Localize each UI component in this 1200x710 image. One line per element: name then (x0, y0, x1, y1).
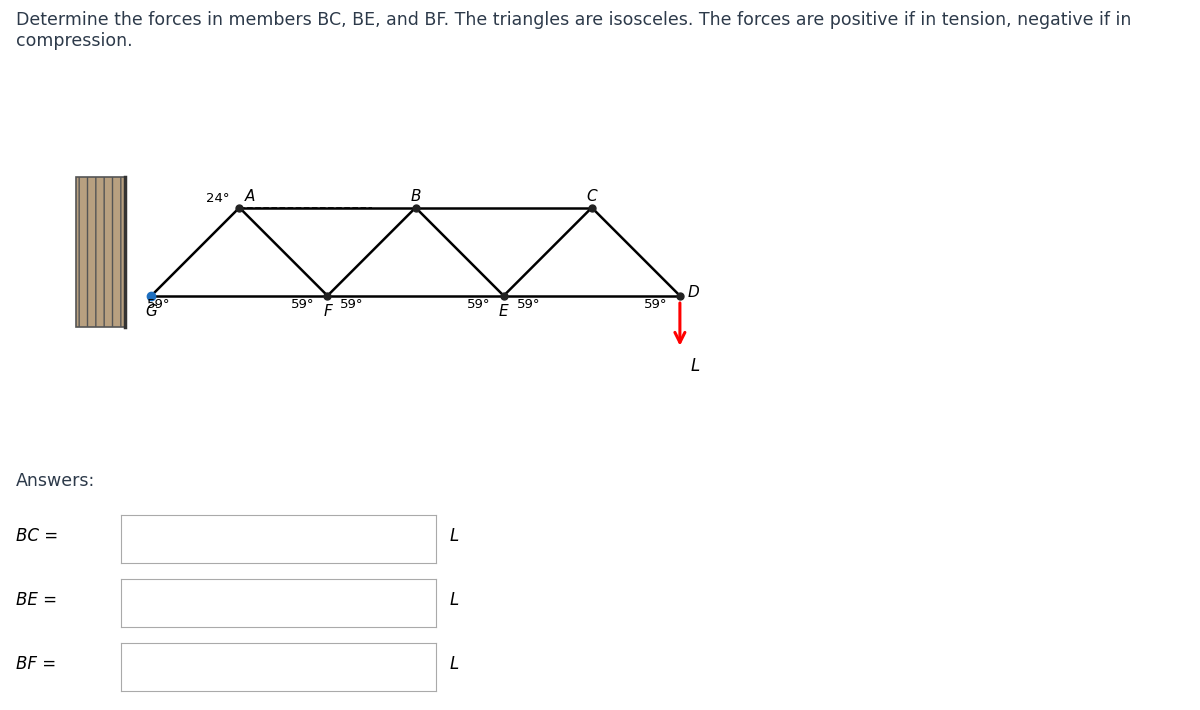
Text: 59°: 59° (146, 298, 170, 311)
Text: i: i (98, 531, 104, 547)
Text: L: L (450, 655, 460, 673)
Text: 59°: 59° (341, 298, 364, 311)
Text: L: L (450, 528, 460, 545)
Text: A: A (245, 189, 256, 204)
Text: i: i (98, 659, 104, 674)
Text: 59°: 59° (292, 298, 314, 311)
Text: 59°: 59° (517, 298, 540, 311)
Text: 24°: 24° (205, 192, 229, 205)
Text: E: E (499, 304, 509, 319)
Text: 59°: 59° (467, 298, 491, 311)
Bar (77, 177, 125, 327)
Text: Answers:: Answers: (16, 472, 95, 490)
Text: F: F (323, 304, 332, 319)
Text: BE =: BE = (16, 591, 56, 609)
Text: BF =: BF = (16, 655, 55, 673)
Text: compression.: compression. (16, 32, 132, 50)
Text: L: L (690, 357, 700, 376)
Text: C: C (587, 189, 598, 204)
Text: G: G (145, 304, 157, 319)
Text: i: i (98, 595, 104, 611)
Text: D: D (688, 285, 698, 300)
Text: BC =: BC = (16, 528, 58, 545)
Text: L: L (450, 591, 460, 609)
Text: 59°: 59° (643, 298, 667, 311)
Text: B: B (410, 189, 421, 204)
Text: Determine the forces in members BC, BE, and BF. The triangles are isosceles. The: Determine the forces in members BC, BE, … (16, 11, 1130, 28)
